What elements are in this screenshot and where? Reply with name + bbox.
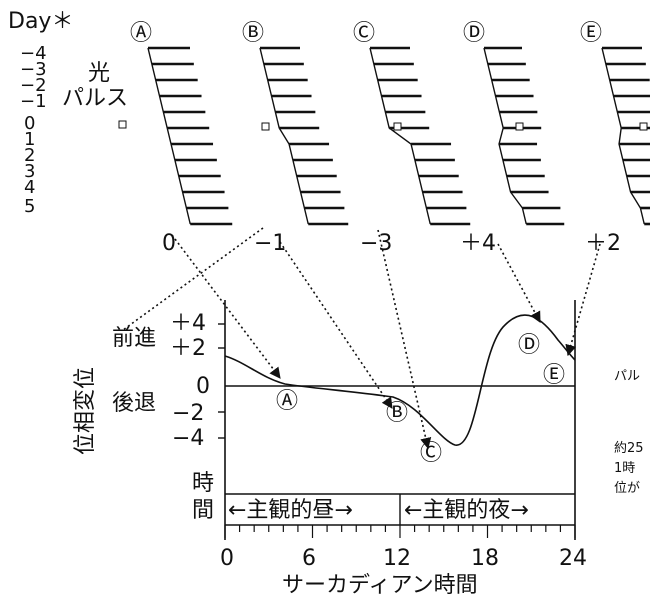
- connector-b: [122, 227, 392, 408]
- subjective-day: ←主観的昼→: [228, 498, 353, 523]
- day-tick: −2: [20, 75, 47, 96]
- y-tick: ＋4: [170, 311, 206, 336]
- pulse-label-pulse: パルス: [62, 86, 128, 111]
- day-tick: −3: [20, 59, 47, 80]
- y-axis-ticks: [218, 323, 225, 439]
- light-pulse-marker: [639, 122, 648, 131]
- point-b: Ⓑ: [386, 401, 408, 426]
- panel-marker-e: Ⓔ: [580, 21, 602, 46]
- day-tick: 2: [24, 145, 35, 166]
- point-a: Ⓐ: [276, 389, 298, 414]
- time-label-2: 間: [192, 498, 214, 523]
- panel-marker-b: Ⓑ: [242, 21, 264, 46]
- point-d: Ⓓ: [518, 333, 540, 358]
- x-axis-ticks: [224, 525, 576, 538]
- x-tick: 6: [302, 546, 316, 571]
- x-tick: 18: [471, 546, 499, 571]
- day-tick: 5: [24, 196, 35, 217]
- margin-fragment: 1時: [614, 461, 635, 476]
- x-tick: 0: [220, 546, 234, 571]
- connector-arrows: [122, 227, 601, 450]
- actogram-a: [147, 46, 233, 226]
- panel-shift-c: −3: [360, 231, 392, 256]
- y-tick: −4: [172, 426, 204, 451]
- advance-label: 前進: [112, 326, 156, 351]
- activity-onset-line: [147, 47, 191, 225]
- actogram-b: [259, 46, 349, 226]
- panel-marker-c: Ⓒ: [353, 21, 375, 46]
- pulse-label-light: 光: [88, 61, 110, 86]
- point-c: Ⓒ: [420, 441, 442, 466]
- day-tick: 1: [24, 129, 35, 150]
- day-tick: 4: [24, 177, 35, 198]
- day-tick: 3: [24, 161, 35, 182]
- activity-onset-line: [483, 47, 527, 225]
- phase-response-curve: [224, 314, 576, 446]
- subjective-night: ←主観的夜→: [404, 498, 529, 523]
- actogram-e: [601, 46, 650, 226]
- pulse-legend-square: [118, 120, 127, 129]
- margin-fragment: パル: [614, 369, 640, 384]
- day-tick: −1: [20, 91, 47, 112]
- connector-e: [565, 243, 601, 357]
- delay-label: 後退: [112, 391, 156, 416]
- day-tick: 0: [24, 113, 35, 134]
- activity-onset-line: [601, 47, 645, 225]
- actogram-panels: [147, 46, 650, 226]
- light-pulse-marker: [393, 122, 402, 131]
- activity-onset-line: [369, 47, 431, 225]
- actogram-d: [483, 46, 565, 226]
- light-pulse-marker: [261, 122, 270, 131]
- connector-d: [497, 243, 541, 323]
- day-tick: −4: [20, 43, 47, 64]
- panel-shift-b: −1: [254, 231, 286, 256]
- actogram-c: [369, 46, 471, 226]
- panel-shift-d: ＋4: [460, 231, 496, 256]
- margin-fragment: 位が: [614, 481, 640, 496]
- day-label: Day＊: [8, 9, 73, 34]
- y-tick: −2: [172, 401, 204, 426]
- light-pulse-marker: [515, 122, 524, 131]
- x-tick: 24: [559, 546, 587, 571]
- panel-shift-e: ＋2: [585, 231, 621, 256]
- xaxis-label: サーカディアン時間: [282, 573, 478, 598]
- panel-marker-d: Ⓓ: [463, 21, 485, 46]
- time-label-1: 時: [192, 471, 214, 496]
- panel-marker-a: Ⓐ: [130, 21, 152, 46]
- activity-onset-line: [259, 47, 309, 225]
- y-tick: ＋2: [170, 336, 206, 361]
- panel-shift-a: 0: [162, 231, 176, 256]
- yaxis-label: 位相変位: [73, 367, 98, 455]
- day-tick-labels: −4 −3 −2 −1 0 1 2 3 4 5: [20, 43, 47, 217]
- connector-c: [377, 229, 432, 450]
- y-tick: 0: [196, 374, 210, 399]
- x-tick: 12: [383, 546, 411, 571]
- point-e: Ⓔ: [543, 363, 565, 388]
- margin-fragment: 約25: [614, 441, 644, 456]
